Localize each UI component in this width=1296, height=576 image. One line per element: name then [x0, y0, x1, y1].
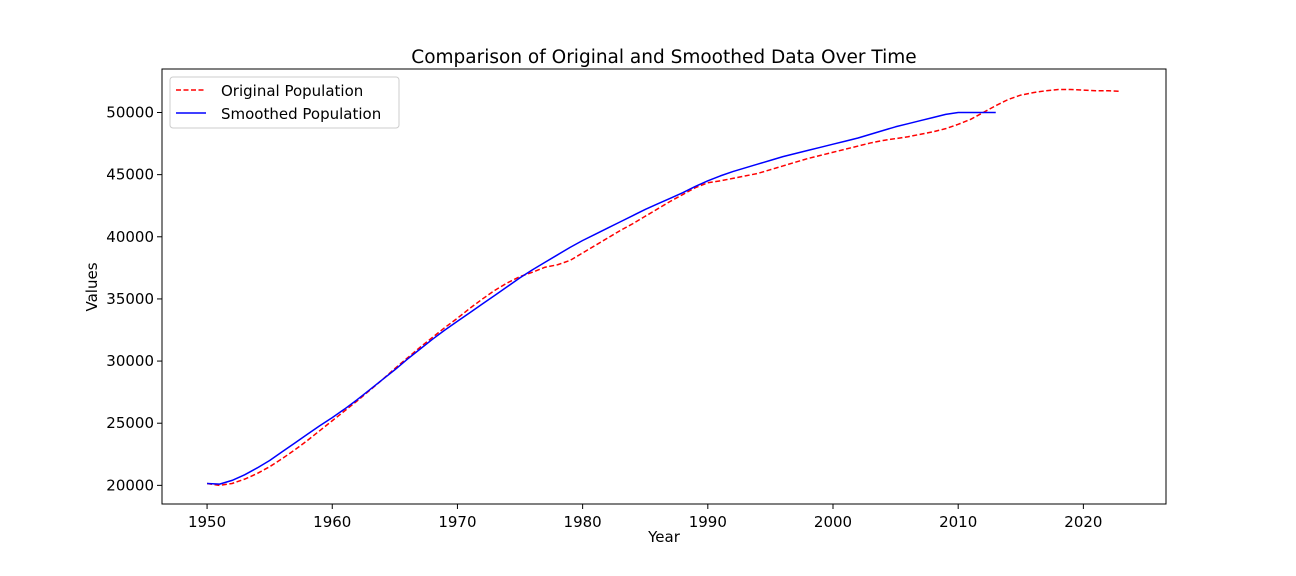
y-tick-label: 30000: [106, 352, 154, 370]
x-tick-label: 1980: [564, 513, 602, 531]
legend-label-smoothed: Smoothed Population: [221, 105, 381, 123]
y-tick-label: 20000: [106, 476, 154, 494]
x-axis: 1950 1960 1970 1980 1990 2000 2010 2020: [188, 504, 1102, 531]
x-tick-label: 1960: [313, 513, 351, 531]
y-tick-label: 35000: [106, 290, 154, 308]
x-tick-label: 1970: [438, 513, 476, 531]
legend: Original Population Smoothed Population: [169, 76, 400, 129]
y-tick-label: 25000: [106, 414, 154, 432]
series-line-original-population: [206, 88, 1121, 487]
legend-box: [169, 76, 400, 129]
series-line-smoothed-population: [207, 111, 996, 485]
x-tick-label: 1950: [188, 513, 226, 531]
x-tick-label: 2020: [1064, 513, 1102, 531]
chart-title: Comparison of Original and Smoothed Data…: [411, 47, 916, 68]
y-tick-label: 45000: [106, 166, 154, 184]
x-tick-label: 1990: [689, 513, 727, 531]
y-axis-label: Values: [83, 262, 101, 311]
y-tick-label: 40000: [106, 228, 154, 246]
x-tick-label: 2010: [939, 513, 977, 531]
y-tick-label: 50000: [106, 104, 154, 122]
plot-frame: [161, 68, 1167, 505]
x-axis-label: Year: [647, 528, 681, 546]
x-tick-label: 2000: [814, 513, 852, 531]
series-layer: [206, 88, 1121, 487]
y-axis: 20000 25000 30000 35000 40000 45000 50000: [106, 104, 162, 494]
legend-label-original: Original Population: [221, 82, 363, 100]
